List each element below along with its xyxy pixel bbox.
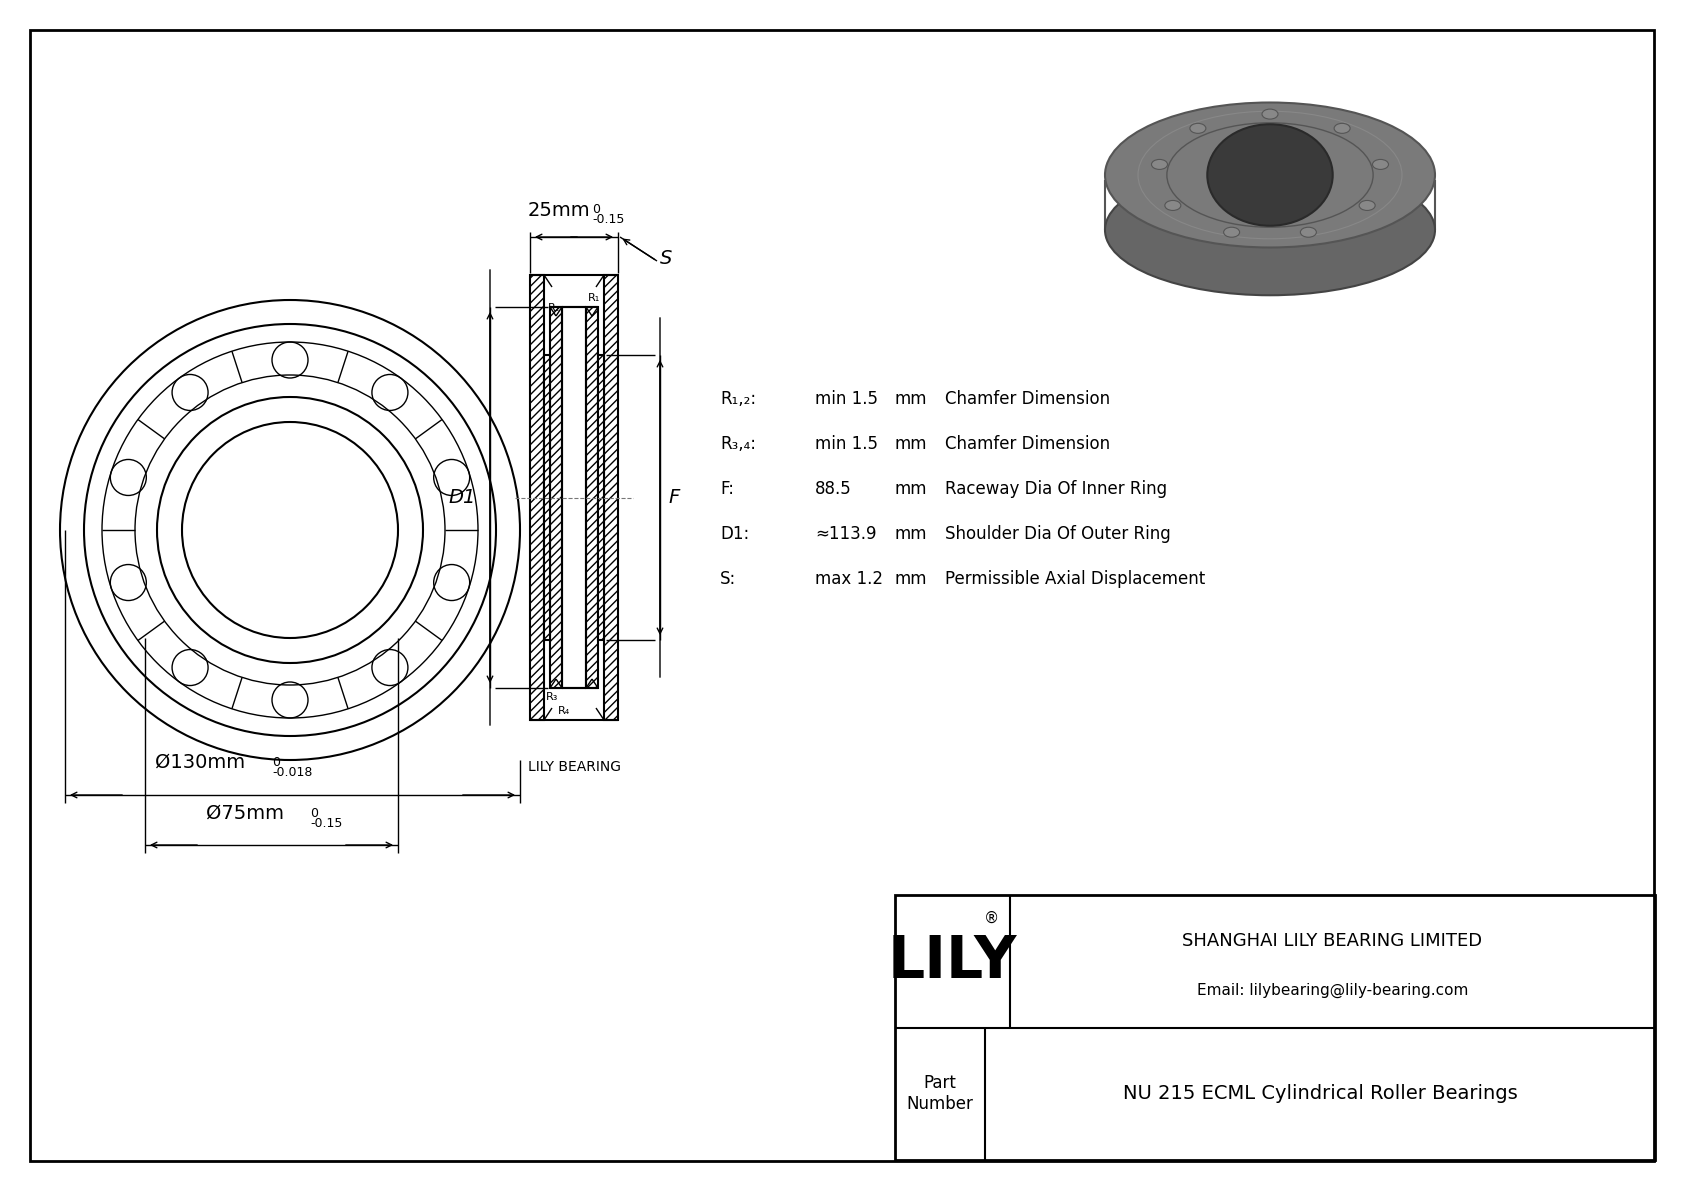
Ellipse shape bbox=[1334, 124, 1351, 133]
Bar bbox=[530, 275, 544, 721]
Bar bbox=[894, 894, 1655, 1160]
Text: D1:: D1: bbox=[721, 525, 749, 543]
Bar bbox=[598, 355, 605, 640]
Text: R₂: R₂ bbox=[547, 303, 561, 313]
Text: min 1.5: min 1.5 bbox=[815, 435, 877, 453]
Text: R₃,₄:: R₃,₄: bbox=[721, 435, 756, 453]
Text: ®: ® bbox=[985, 911, 1000, 925]
Text: -0.15: -0.15 bbox=[593, 213, 625, 226]
Ellipse shape bbox=[1261, 110, 1278, 119]
Ellipse shape bbox=[1105, 164, 1435, 295]
Text: -0.018: -0.018 bbox=[273, 766, 312, 779]
Text: Email: lilybearing@lily-bearing.com: Email: lilybearing@lily-bearing.com bbox=[1197, 983, 1468, 998]
Text: S:: S: bbox=[721, 570, 736, 588]
Ellipse shape bbox=[1224, 227, 1239, 237]
Text: mm: mm bbox=[894, 389, 928, 409]
Text: R₁: R₁ bbox=[588, 293, 600, 303]
Text: mm: mm bbox=[894, 435, 928, 453]
Text: F: F bbox=[669, 488, 679, 507]
Text: -0.15: -0.15 bbox=[310, 817, 342, 830]
Text: NU 215 ECML Cylindrical Roller Bearings: NU 215 ECML Cylindrical Roller Bearings bbox=[1123, 1084, 1517, 1103]
Text: 88.5: 88.5 bbox=[815, 480, 852, 498]
Text: R₁,₂:: R₁,₂: bbox=[721, 389, 756, 409]
Ellipse shape bbox=[1165, 200, 1180, 211]
Text: S: S bbox=[660, 249, 672, 268]
Text: mm: mm bbox=[894, 525, 928, 543]
Text: mm: mm bbox=[894, 570, 928, 588]
Text: Part
Number: Part Number bbox=[906, 1074, 973, 1114]
Text: R₃: R₃ bbox=[546, 692, 559, 701]
Text: SHANGHAI LILY BEARING LIMITED: SHANGHAI LILY BEARING LIMITED bbox=[1182, 933, 1482, 950]
Text: min 1.5: min 1.5 bbox=[815, 389, 877, 409]
Text: LILY: LILY bbox=[887, 933, 1017, 990]
Text: 25mm: 25mm bbox=[527, 201, 591, 220]
Text: ≈113.9: ≈113.9 bbox=[815, 525, 876, 543]
Text: Ø75mm: Ø75mm bbox=[205, 804, 285, 823]
Bar bbox=[605, 275, 618, 721]
Text: Chamfer Dimension: Chamfer Dimension bbox=[945, 435, 1110, 453]
Ellipse shape bbox=[1105, 102, 1435, 248]
Text: max 1.2: max 1.2 bbox=[815, 570, 882, 588]
Text: D1: D1 bbox=[448, 488, 475, 507]
Text: Permissible Axial Displacement: Permissible Axial Displacement bbox=[945, 570, 1206, 588]
Text: 0: 0 bbox=[593, 202, 600, 216]
Text: LILY BEARING: LILY BEARING bbox=[527, 760, 620, 774]
Ellipse shape bbox=[1207, 124, 1332, 226]
Ellipse shape bbox=[1152, 160, 1167, 169]
Text: F:: F: bbox=[721, 480, 734, 498]
Text: 0: 0 bbox=[310, 807, 318, 819]
Bar bbox=[551, 307, 562, 688]
Text: mm: mm bbox=[894, 480, 928, 498]
Ellipse shape bbox=[1372, 160, 1389, 169]
Text: R₄: R₄ bbox=[557, 706, 571, 716]
Bar bbox=[586, 307, 598, 688]
Bar bbox=[544, 355, 551, 640]
Text: Raceway Dia Of Inner Ring: Raceway Dia Of Inner Ring bbox=[945, 480, 1167, 498]
Text: Shoulder Dia Of Outer Ring: Shoulder Dia Of Outer Ring bbox=[945, 525, 1170, 543]
Ellipse shape bbox=[1359, 200, 1376, 211]
Ellipse shape bbox=[1191, 124, 1206, 133]
Text: Ø130mm: Ø130mm bbox=[155, 753, 246, 772]
Ellipse shape bbox=[1300, 227, 1317, 237]
Text: 0: 0 bbox=[273, 756, 280, 769]
Text: Chamfer Dimension: Chamfer Dimension bbox=[945, 389, 1110, 409]
